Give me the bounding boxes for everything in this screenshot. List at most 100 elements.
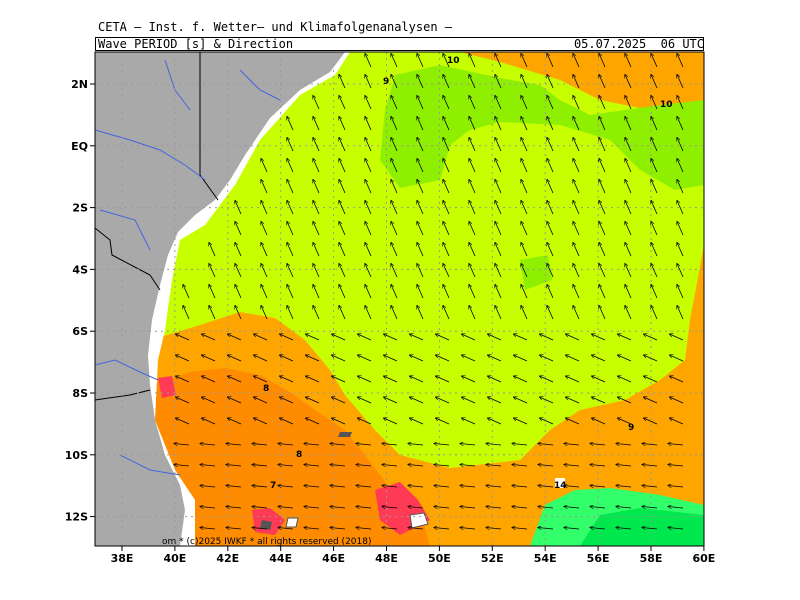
- wave-direction-arrow: [651, 180, 658, 194]
- wave-direction-arrow: [625, 306, 632, 320]
- wave-direction-arrow: [417, 75, 424, 89]
- wave-direction-arrow: [339, 243, 346, 257]
- wave-direction-arrow: [261, 306, 268, 320]
- wave-direction-arrow: [287, 306, 294, 320]
- wave-direction-arrow: [226, 528, 242, 530]
- wave-direction-arrow: [434, 465, 450, 467]
- wave-direction-arrow: [592, 397, 606, 404]
- wave-direction-arrow: [670, 397, 684, 404]
- wave-direction-arrow: [651, 264, 658, 278]
- wave-direction-arrow: [521, 201, 528, 215]
- wave-direction-arrow: [304, 507, 320, 509]
- wave-direction-arrow: [306, 376, 320, 383]
- wave-direction-arrow: [280, 397, 294, 404]
- wave-direction-arrow: [642, 465, 658, 467]
- wave-direction-arrow: [443, 117, 450, 131]
- wave-direction-arrow: [365, 138, 372, 152]
- wave-direction-arrow: [382, 486, 398, 488]
- wave-direction-arrow: [200, 444, 216, 446]
- wave-direction-arrow: [434, 486, 450, 488]
- wave-direction-arrow: [625, 180, 632, 194]
- wave-direction-arrow: [443, 222, 450, 236]
- wave-direction-arrow: [339, 159, 346, 173]
- wave-direction-arrow: [287, 222, 294, 236]
- wave-direction-arrow: [590, 507, 606, 509]
- wave-direction-arrow: [625, 54, 632, 68]
- wave-direction-arrow: [495, 243, 502, 257]
- wave-direction-arrow: [280, 418, 294, 425]
- wave-direction-arrow: [382, 444, 398, 446]
- wave-direction-arrow: [642, 528, 658, 530]
- wave-direction-arrow: [488, 355, 502, 362]
- wave-direction-arrow: [599, 264, 606, 278]
- wave-direction-arrow: [540, 397, 554, 404]
- wave-direction-arrow: [339, 264, 346, 278]
- wave-direction-arrow: [304, 444, 320, 446]
- wave-direction-arrow: [521, 180, 528, 194]
- wave-direction-arrow: [538, 465, 554, 467]
- wave-direction-arrow: [410, 334, 424, 341]
- wave-direction-arrow: [521, 159, 528, 173]
- wave-direction-arrow: [514, 334, 528, 341]
- wave-direction-arrow: [460, 507, 476, 509]
- wave-direction-arrow: [521, 96, 528, 110]
- variable-title: Wave_PERIOD_[s]_&_Direction: [98, 37, 294, 51]
- wave-direction-arrow: [261, 201, 268, 215]
- wave-direction-arrow: [384, 334, 398, 341]
- wave-direction-arrow: [573, 159, 580, 173]
- wave-direction-arrow: [651, 96, 658, 110]
- contour-label: 10: [447, 56, 460, 66]
- wave-direction-arrow: [200, 465, 216, 467]
- wave-direction-arrow: [668, 465, 684, 467]
- wave-direction-arrow: [287, 243, 294, 257]
- wave-direction-arrow: [252, 486, 268, 488]
- wave-direction-arrow: [512, 444, 528, 446]
- wave-direction-arrow: [625, 117, 632, 131]
- wave-direction-arrow: [599, 75, 606, 89]
- wave-direction-arrow: [235, 243, 242, 257]
- wave-direction-arrow: [391, 201, 398, 215]
- wave-direction-arrow: [547, 285, 554, 299]
- title-box: [95, 37, 704, 51]
- wave-direction-arrow: [677, 201, 684, 215]
- wave-direction-arrow: [618, 397, 632, 404]
- wave-direction-arrow: [417, 117, 424, 131]
- wave-direction-arrow: [618, 418, 632, 425]
- wave-direction-arrow: [469, 222, 476, 236]
- wave-direction-arrow: [280, 376, 294, 383]
- wave-direction-arrow: [644, 334, 658, 341]
- wave-direction-arrow: [486, 465, 502, 467]
- wave-direction-arrow: [469, 159, 476, 173]
- wave-direction-arrow: [599, 54, 606, 68]
- wave-direction-arrow: [460, 528, 476, 530]
- wave-direction-arrow: [391, 285, 398, 299]
- wave-direction-arrow: [625, 138, 632, 152]
- y-tick-label: EQ: [71, 140, 88, 153]
- wave-direction-arrow: [209, 285, 216, 299]
- wave-direction-arrow: [332, 376, 346, 383]
- wave-direction-arrow: [469, 306, 476, 320]
- wave-direction-arrow: [599, 243, 606, 257]
- wave-direction-arrow: [625, 159, 632, 173]
- wave-direction-arrow: [358, 397, 372, 404]
- x-tick-label: 48E: [375, 552, 398, 565]
- wave-direction-arrow: [590, 486, 606, 488]
- wave-direction-arrow: [599, 306, 606, 320]
- wave-direction-arrow: [566, 334, 580, 341]
- wave-direction-arrow: [677, 306, 684, 320]
- wave-direction-arrow: [391, 117, 398, 131]
- contour-label: 9: [628, 423, 634, 433]
- wave-direction-arrow: [547, 117, 554, 131]
- map-frame: [94, 51, 705, 547]
- wave-direction-arrow: [616, 465, 632, 467]
- wave-direction-arrow: [365, 180, 372, 194]
- wave-direction-arrow: [625, 264, 632, 278]
- wave-direction-arrow: [469, 138, 476, 152]
- wave-direction-arrow: [599, 285, 606, 299]
- wave-direction-arrow: [488, 397, 502, 404]
- wave-direction-arrow: [547, 243, 554, 257]
- y-tick-label: 10S: [65, 449, 88, 462]
- wave-direction-arrow: [573, 96, 580, 110]
- wave-direction-arrow: [512, 528, 528, 530]
- wave-direction-arrow: [339, 222, 346, 236]
